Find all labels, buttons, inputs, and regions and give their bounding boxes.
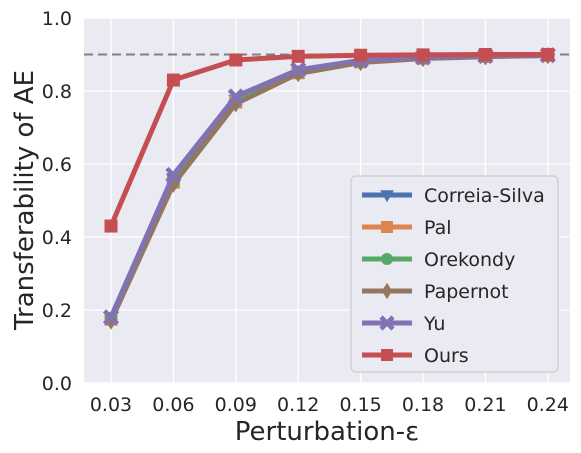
y-tick-label: 0.0	[42, 373, 72, 395]
legend-item: Papernot	[362, 281, 509, 303]
data-point-diamond	[381, 282, 393, 300]
legend-item: Orekondy	[362, 249, 515, 271]
x-tick-label: 0.15	[339, 394, 381, 416]
data-point-square	[291, 49, 305, 63]
data-point-x-stroke	[379, 315, 395, 331]
data-point-x	[165, 166, 182, 184]
y-tick-label: 0.4	[42, 227, 72, 249]
data-point-square	[416, 48, 430, 62]
x-tick-label: 0.09	[215, 394, 257, 416]
data-point-square	[381, 349, 393, 361]
legend-item: Pal	[362, 217, 452, 239]
data-point-circle	[381, 253, 393, 265]
series-line	[108, 52, 548, 228]
legend-label: Correia-Silva	[424, 185, 545, 207]
x-tick-label: 0.03	[90, 394, 132, 416]
data-point-x	[102, 309, 120, 326]
data-point-square	[478, 48, 492, 61]
y-tick-label: 1.0	[42, 8, 72, 30]
legend-item: Correia-Silva	[362, 185, 545, 207]
data-point-x-stroke	[290, 61, 307, 78]
x-tick-label: 0.12	[277, 394, 319, 416]
legend: Correia-Silva Pal Orekondy Papernot Yu Ours	[350, 175, 559, 373]
legend-label: Pal	[424, 217, 452, 239]
data-point-diamond	[230, 95, 242, 113]
y-tick-labels: 0.0 0.2 0.4 0.6 0.8 1.0	[42, 8, 72, 395]
y-tick-label: 0.2	[42, 300, 72, 322]
data-point-x-stroke	[165, 166, 182, 184]
y-tick-label: 0.6	[42, 154, 72, 176]
x-tick-label: 0.18	[402, 394, 444, 416]
x-tick-labels: 0.03 0.06 0.09 0.12 0.15 0.18 0.21 0.24	[90, 394, 569, 416]
data-point-x-stroke	[102, 309, 120, 326]
legend-item: Ours	[362, 345, 469, 367]
x-tick-label: 0.24	[527, 394, 569, 416]
data-point-x	[227, 88, 244, 105]
data-point-square	[166, 73, 180, 87]
x-tick-label: 0.21	[464, 394, 506, 416]
x-axis-label: Perturbation-ε	[235, 417, 419, 447]
series-layer	[102, 46, 556, 330]
legend-item: Yu	[362, 313, 445, 335]
data-point-x-stroke	[227, 88, 244, 105]
data-point-x	[379, 315, 395, 331]
legend-label: Yu	[423, 313, 445, 335]
legend-label: Orekondy	[424, 249, 515, 271]
data-point-triangle	[380, 190, 394, 203]
data-point-square	[229, 53, 243, 67]
data-point-square	[381, 221, 393, 233]
data-point-square	[354, 48, 368, 62]
legend-label: Ours	[424, 345, 469, 367]
y-tick-label: 0.8	[42, 81, 72, 103]
legend-label: Papernot	[424, 281, 509, 303]
x-tick-label: 0.06	[152, 394, 194, 416]
series-group	[104, 48, 555, 233]
data-point-square	[541, 48, 555, 61]
data-point-square	[104, 219, 118, 233]
data-point-x	[290, 61, 307, 78]
y-axis-label: Transferability of AE	[10, 70, 40, 331]
